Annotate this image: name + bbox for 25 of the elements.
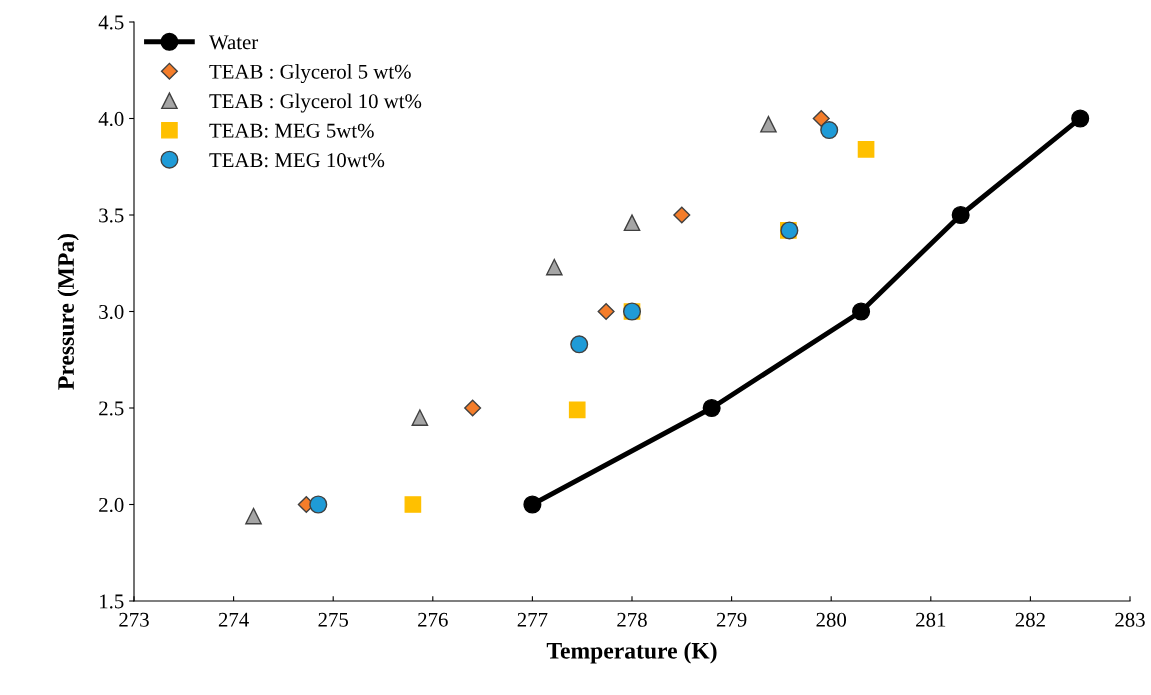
x-tick-label: 283	[1115, 612, 1145, 627]
x-tick-label: 281	[916, 612, 946, 627]
legend-label: TEAB: MEG 10wt%	[209, 153, 385, 168]
y-tick-label: 3.0	[99, 304, 124, 320]
x-tick-label: 275	[318, 612, 349, 627]
x-tick-label: 274	[218, 612, 249, 627]
x-axis-title: Temperature (K)	[546, 642, 717, 664]
y-tick-label: 4.5	[98, 15, 124, 30]
legend-label: Water	[209, 35, 259, 50]
legend-label: TEAB : Glycerol 10 wt%	[209, 93, 422, 113]
x-tick-label: 280	[816, 612, 847, 627]
x-tick-label: 282	[1015, 612, 1045, 627]
y-tick-label: 1.5	[100, 594, 124, 609]
x-tick-label: 276	[418, 612, 448, 627]
y-axis-title: Pressure (MPa)	[57, 233, 79, 390]
x-tick-label: 278	[617, 612, 647, 627]
legend-label: TEAB: MEG 5wt%	[209, 123, 374, 138]
x-tick-label: 273	[119, 612, 149, 627]
y-tick-label: 2.0	[99, 497, 124, 513]
x-tick-label: 279	[716, 612, 747, 627]
y-tick-label: 2.5	[99, 401, 124, 416]
y-tick-label: 3.5	[99, 208, 124, 223]
y-tick-label: 4.0	[98, 111, 124, 127]
legend-label: TEAB : Glycerol 5 wt%	[209, 64, 411, 84]
x-tick-label: 277	[517, 612, 548, 627]
